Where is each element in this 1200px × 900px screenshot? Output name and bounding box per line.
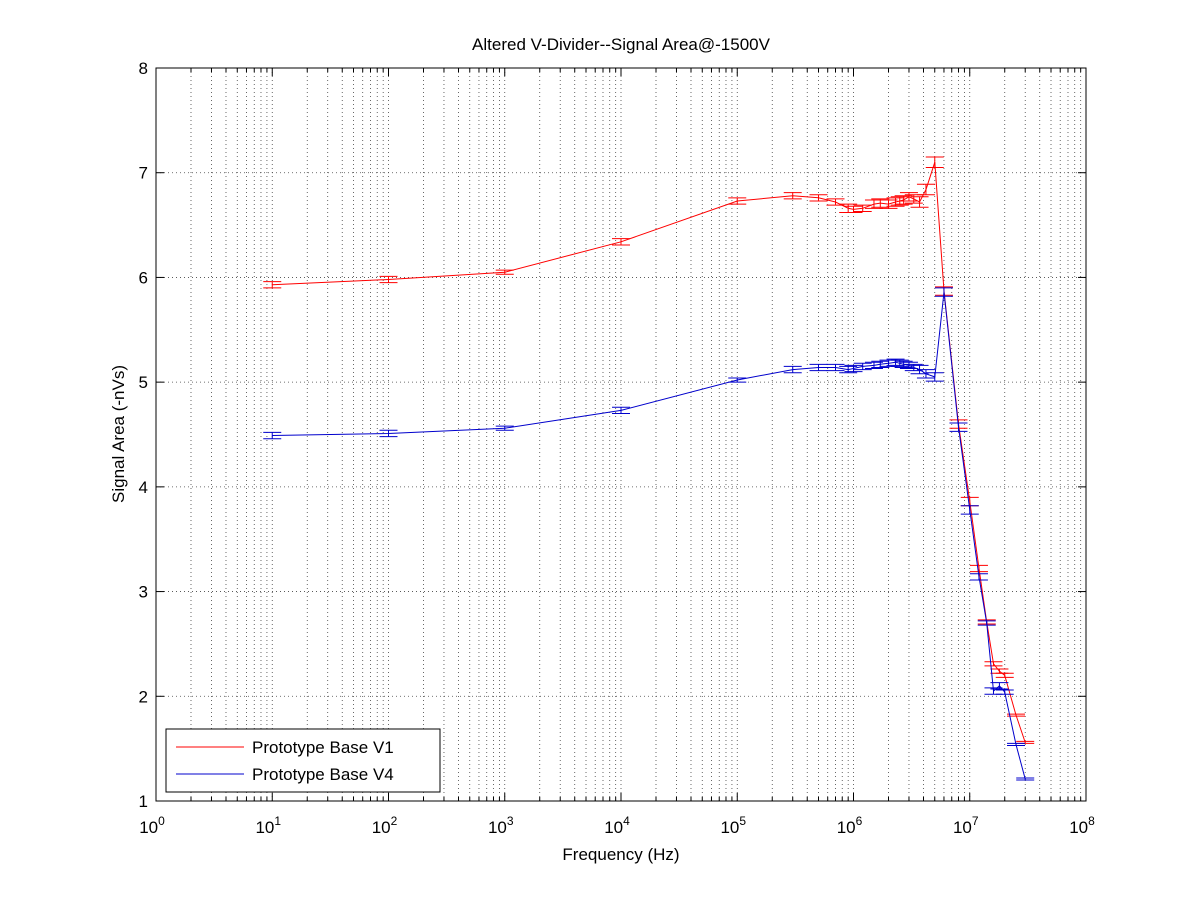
y-tick-label: 5 (139, 373, 148, 392)
y-tick-label: 4 (139, 478, 148, 497)
error-bar (934, 287, 953, 297)
error-bar (379, 429, 398, 438)
error-bar (379, 275, 398, 284)
error-bar (783, 365, 802, 374)
error-bar (728, 197, 747, 205)
chart-title: Altered V-Divider--Signal Area@-1500V (472, 35, 771, 54)
grid-lines (156, 68, 1086, 801)
error-bar (899, 361, 918, 370)
error-bar (1007, 742, 1026, 747)
error-bar (969, 564, 988, 573)
series-layer (263, 156, 1035, 781)
y-tick-label: 2 (139, 687, 148, 706)
error-bar (495, 269, 514, 275)
error-bar (826, 198, 845, 206)
error-bar (995, 689, 1014, 695)
error-bar (995, 672, 1014, 678)
error-bar (894, 195, 913, 205)
error-bar (960, 505, 979, 515)
error-bar (783, 192, 802, 200)
x-tick-label: 105 (720, 814, 746, 837)
x-tick-label: 103 (488, 814, 514, 837)
error-bar (844, 364, 863, 373)
error-bar (984, 661, 1003, 667)
error-bar (844, 205, 863, 214)
error-bar (1016, 777, 1035, 781)
error-bar (809, 194, 828, 202)
error-bar (916, 369, 935, 379)
error-bar (925, 372, 944, 382)
y-tick-label: 7 (139, 164, 148, 183)
legend: Prototype Base V1 Prototype Base V4 (165, 728, 441, 793)
error-bar (990, 682, 1009, 690)
error-bar (263, 281, 282, 289)
error-bar (910, 196, 929, 208)
y-tick-label: 8 (139, 59, 148, 78)
legend-label-v4: Prototype Base V4 (252, 765, 394, 784)
x-tick-label: 106 (837, 814, 863, 837)
x-tick-label: 104 (604, 814, 630, 837)
error-bar (916, 183, 935, 196)
error-bar (925, 156, 944, 168)
error-bar (879, 199, 898, 209)
x-tick-label: 101 (255, 814, 281, 837)
tick-labels: 1 2 3 4 5 6 7 8 100 101 102 103 104 105 106 107 108 (139, 59, 1096, 837)
legend-box (165, 728, 441, 793)
x-axis-label: Frequency (Hz) (562, 845, 679, 864)
x-tick-label: 107 (953, 814, 979, 837)
y-tick-label: 3 (139, 583, 148, 602)
error-bar (969, 573, 988, 581)
axis-ticks (155, 67, 1086, 802)
error-bar (612, 406, 630, 415)
y-axis-label: Signal Area (-nVs) (109, 365, 128, 503)
error-bar (495, 425, 514, 431)
error-bar (853, 362, 872, 371)
series-v4 (263, 287, 1035, 781)
x-tick-label: 100 (139, 814, 165, 837)
plot-area (156, 68, 1086, 801)
error-bar (853, 204, 872, 212)
x-tick-label: 108 (1069, 814, 1095, 837)
x-tick-label: 102 (372, 814, 398, 837)
error-bar (728, 377, 747, 383)
y-tick-label: 1 (139, 792, 148, 811)
error-bar (612, 238, 630, 246)
error-bar (899, 192, 918, 202)
error-bar (949, 422, 968, 432)
error-bar (977, 620, 996, 626)
error-bar (826, 363, 845, 372)
series-line (272, 292, 1026, 780)
error-bar (809, 363, 828, 372)
legend-label-v1: Prototype Base V1 (252, 738, 394, 757)
y-tick-label: 6 (139, 268, 148, 287)
error-bar (263, 431, 282, 440)
